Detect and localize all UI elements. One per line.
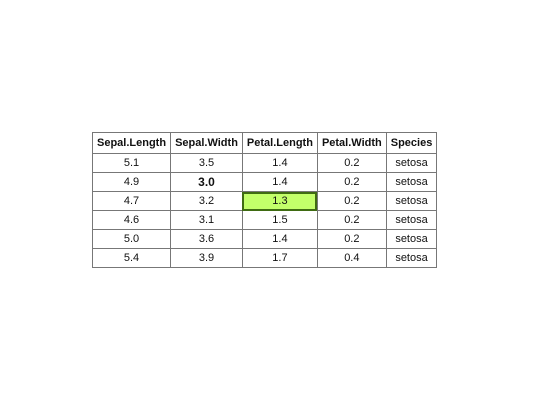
table-cell: 1.4: [241, 153, 318, 173]
table-cell: 5.0: [91, 229, 172, 249]
header-petal-length: Petal.Length: [241, 132, 318, 154]
table-header-row: Sepal.Length Sepal.Width Petal.Length Pe…: [91, 132, 438, 154]
header-sepal-width: Sepal.Width: [170, 132, 243, 154]
highlighted-cell[interactable]: 1.3: [241, 191, 318, 211]
table-row: 4.7 3.2 1.3 0.2 setosa: [91, 191, 438, 211]
table-cell: 0.2: [316, 210, 387, 230]
table-cell: setosa: [385, 229, 438, 249]
table-cell: setosa: [385, 248, 438, 268]
table-cell: setosa: [385, 172, 438, 192]
table-cell: 5.1: [91, 153, 172, 173]
table-cell: 3.5: [170, 153, 243, 173]
table-cell: 0.2: [316, 229, 387, 249]
table-cell: 5.4: [91, 248, 172, 268]
bold-cell: 3.0: [170, 172, 243, 192]
table-cell: 4.9: [91, 172, 172, 192]
table-cell: setosa: [385, 210, 438, 230]
table-cell: 3.6: [170, 229, 243, 249]
table-row: 5.4 3.9 1.7 0.4 setosa: [91, 248, 438, 268]
header-species: Species: [385, 132, 438, 154]
table-cell: 4.7: [91, 191, 172, 211]
iris-data-table: Sepal.Length Sepal.Width Petal.Length Pe…: [91, 132, 438, 268]
table-row: 4.6 3.1 1.5 0.2 setosa: [91, 210, 438, 230]
table-cell: 4.6: [91, 210, 172, 230]
header-petal-width: Petal.Width: [316, 132, 387, 154]
table-cell: 3.1: [170, 210, 243, 230]
table-row: 5.0 3.6 1.4 0.2 setosa: [91, 229, 438, 249]
iris-table-container: Sepal.Length Sepal.Width Petal.Length Pe…: [91, 132, 438, 268]
table-cell: 3.2: [170, 191, 243, 211]
table-cell: 1.4: [241, 172, 318, 192]
table-cell: setosa: [385, 153, 438, 173]
table-cell: 1.5: [241, 210, 318, 230]
header-sepal-length: Sepal.Length: [91, 132, 172, 154]
table-cell: 0.2: [316, 153, 387, 173]
table-cell: 1.7: [241, 248, 318, 268]
table-row: 5.1 3.5 1.4 0.2 setosa: [91, 153, 438, 173]
table-cell: setosa: [385, 191, 438, 211]
table-cell: 3.9: [170, 248, 243, 268]
table-row: 4.9 3.0 1.4 0.2 setosa: [91, 172, 438, 192]
table-cell: 0.4: [316, 248, 387, 268]
table-cell: 0.2: [316, 172, 387, 192]
table-cell: 1.4: [241, 229, 318, 249]
table-cell: 0.2: [316, 191, 387, 211]
